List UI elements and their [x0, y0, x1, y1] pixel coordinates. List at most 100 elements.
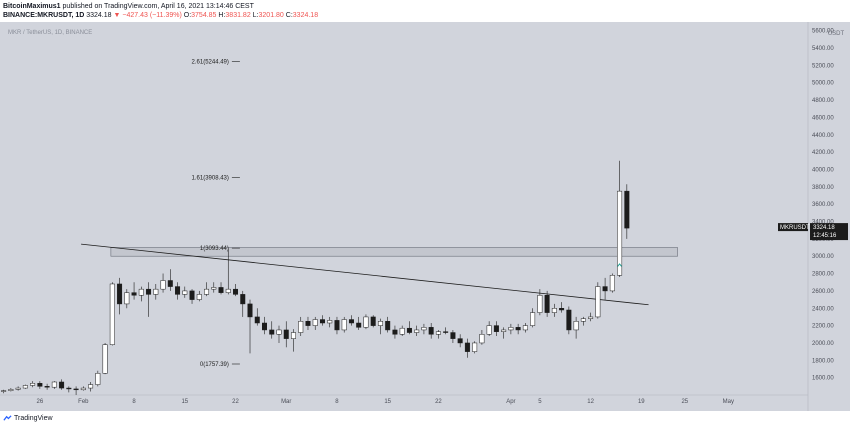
candle: [204, 282, 210, 297]
y-tick-label: 2800.00: [812, 272, 834, 278]
y-tick-label: 1800.00: [812, 358, 834, 364]
candle: [160, 273, 166, 293]
candle: [399, 325, 405, 337]
candle-body: [457, 338, 463, 344]
x-tick-label: 15: [384, 399, 391, 405]
candle: [44, 383, 50, 390]
candle-body: [624, 190, 630, 229]
candle: [544, 290, 550, 317]
candle-body: [95, 373, 101, 385]
candle-body: [298, 321, 304, 333]
tradingview-logo[interactable]: TradingView: [3, 414, 53, 423]
candle: [624, 184, 630, 239]
candle-body: [15, 387, 21, 390]
candle: [254, 308, 260, 326]
candle-body: [341, 319, 347, 331]
candles: [1, 160, 630, 395]
candle-body: [211, 287, 217, 290]
candle-body: [327, 320, 333, 324]
author-name[interactable]: BitcoinMaximus1: [3, 3, 61, 10]
y-tick-label: 4800.00: [812, 98, 834, 104]
candle-body: [609, 275, 615, 292]
candle: [131, 282, 137, 300]
candle: [385, 316, 391, 333]
x-tick-label: Apr: [506, 399, 515, 405]
open-label: O:: [183, 12, 192, 19]
candle-body: [573, 321, 579, 331]
candle-body: [595, 286, 601, 318]
candle: [370, 315, 376, 328]
x-tick-label: 8: [335, 399, 339, 405]
price-tag-symbol-bg: [778, 223, 808, 232]
header-price: 3324.18: [86, 12, 112, 19]
arrow-group: [617, 263, 622, 267]
y-tick-label: 4200.00: [812, 150, 834, 156]
candle-body: [109, 283, 115, 345]
candle: [233, 283, 239, 297]
candle: [566, 306, 572, 335]
symbol-line: BINANCE:MKRUSDT, 1D: [3, 12, 85, 19]
price-tag: MKRUSDT 3324.18 12:45:16: [778, 223, 848, 241]
candle: [196, 290, 202, 302]
candle: [363, 314, 369, 330]
x-tick-label: 19: [638, 399, 645, 405]
arrow-marker: [617, 263, 622, 267]
candle-body: [312, 319, 318, 326]
y-tick-label: 1600.00: [812, 376, 834, 382]
y-tick-label: 4600.00: [812, 115, 834, 121]
price-axis[interactable]: [808, 22, 850, 411]
y-tick-label: 5200.00: [812, 63, 834, 69]
candle-body: [290, 332, 296, 339]
axis-unit: USDT: [828, 31, 845, 37]
candle-body: [269, 329, 275, 335]
candle-body: [262, 322, 267, 331]
x-tick-label: May: [723, 399, 734, 405]
fib-levels: 2.61(5244.49) 1.61(3908.43) 1(3093.44) 0(17…: [192, 60, 240, 368]
candle-body: [602, 286, 608, 292]
price-tag-symbol: MKRUSDT: [780, 225, 810, 231]
candle: [450, 329, 456, 343]
y-tick-label: 5600.00: [812, 29, 834, 35]
low-value: 3201.80: [258, 12, 284, 19]
candle-body: [44, 386, 50, 388]
fib-level-label: 1(3093.44): [200, 246, 229, 252]
candle-body: [559, 308, 565, 311]
candle: [443, 327, 449, 335]
header-change: ▼ −427.43 (−11.39%): [113, 12, 182, 19]
candle: [189, 289, 195, 304]
candle: [138, 286, 144, 302]
candle: [508, 323, 514, 335]
candle: [124, 289, 130, 309]
candle-body: [472, 342, 478, 352]
candle: [15, 386, 21, 391]
resistance-zone-group: [110, 247, 678, 257]
candle: [153, 283, 159, 300]
candle-body: [464, 342, 470, 352]
plot-area[interactable]: [0, 22, 808, 411]
candle: [8, 388, 14, 392]
high-label: H:: [218, 12, 226, 19]
open-value: 3754.85: [191, 12, 217, 19]
candle: [588, 312, 594, 322]
candle-body: [131, 292, 137, 296]
candle: [377, 318, 383, 335]
candle: [88, 381, 94, 392]
candle-body: [8, 389, 14, 391]
candle: [59, 379, 65, 390]
candle: [51, 381, 57, 389]
candle-body: [515, 327, 521, 331]
candle-body: [370, 316, 376, 326]
candle-body: [175, 286, 181, 295]
candle-body: [254, 316, 260, 324]
chart-header: BitcoinMaximus1 published on TradingView…: [0, 0, 850, 22]
y-tick-label: 2400.00: [812, 306, 834, 312]
x-tick-label: 12: [587, 399, 594, 405]
candle-body: [399, 327, 405, 335]
candle-body: [1, 390, 7, 392]
candle-body: [486, 325, 492, 335]
fib-level-label: 0(1757.39): [200, 362, 229, 368]
y-tick-label: 2600.00: [812, 289, 834, 295]
candle-body: [146, 288, 152, 295]
candle-body: [247, 303, 253, 318]
